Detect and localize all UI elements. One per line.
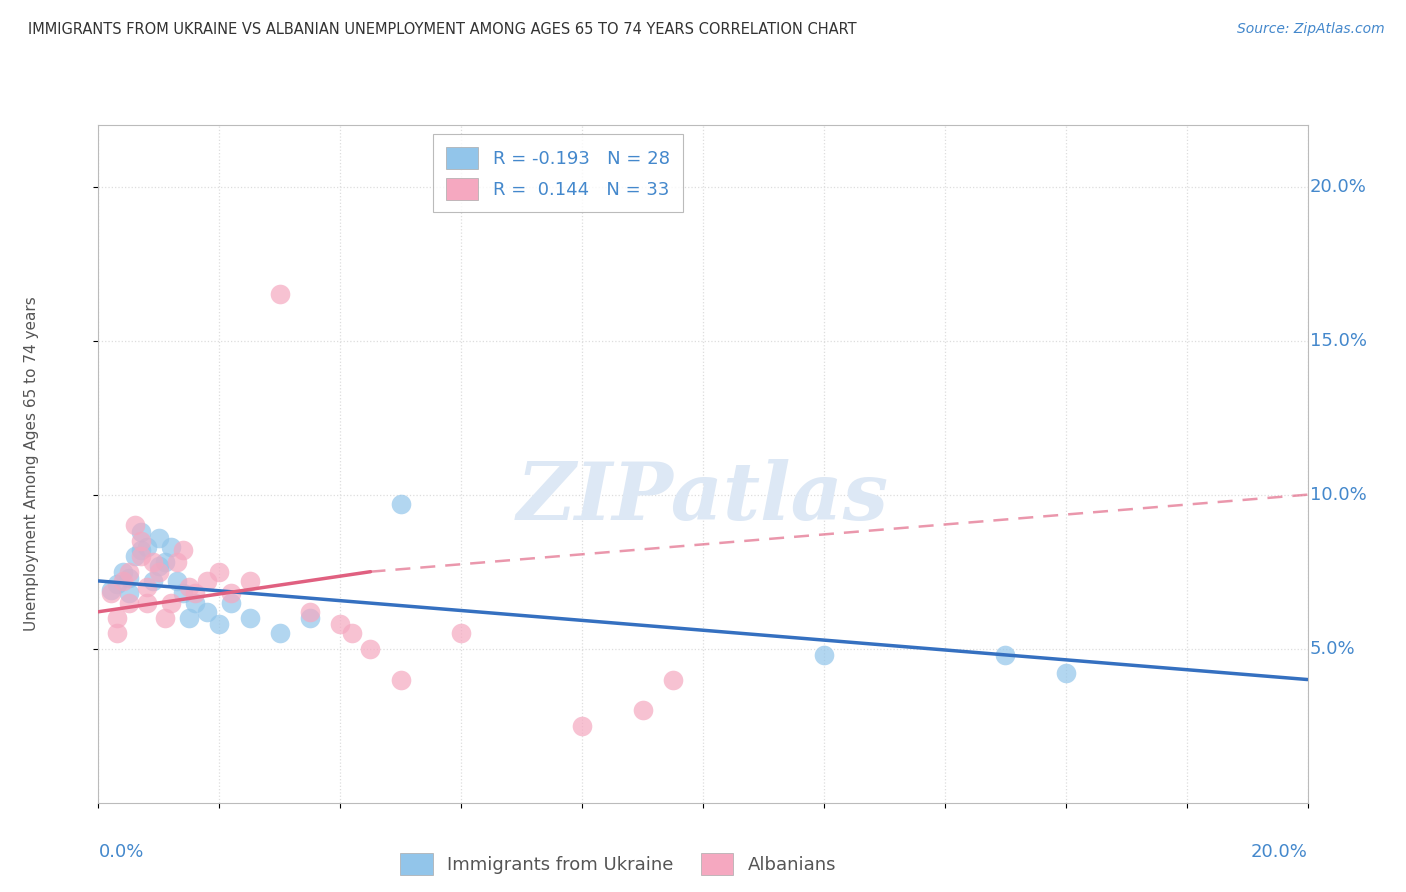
Point [148, 531, 170, 545]
Point [166, 574, 188, 588]
Point [111, 574, 134, 588]
Point [105, 577, 128, 591]
Text: 20.0%: 20.0% [1251, 844, 1308, 862]
Point [208, 617, 231, 632]
Point [124, 518, 146, 533]
Point [299, 611, 322, 625]
Point [389, 673, 412, 687]
Point [160, 595, 183, 609]
Point [135, 580, 157, 594]
Point [105, 626, 128, 640]
Text: 10.0%: 10.0% [1310, 485, 1367, 504]
Point [111, 565, 134, 579]
Point [100, 586, 122, 600]
Point [160, 540, 183, 554]
Point [142, 556, 165, 570]
Point [571, 719, 593, 733]
Point [118, 595, 141, 609]
Point [118, 586, 141, 600]
Point [813, 648, 835, 662]
Point [221, 595, 243, 609]
Point [184, 586, 207, 600]
Point [994, 648, 1017, 662]
Point [118, 565, 141, 579]
Point [153, 611, 176, 625]
Text: ZIPatlas: ZIPatlas [517, 459, 889, 536]
Point [239, 611, 262, 625]
Legend: Immigrants from Ukraine, Albanians: Immigrants from Ukraine, Albanians [394, 846, 844, 882]
Point [360, 641, 382, 656]
Point [299, 605, 322, 619]
Point [177, 611, 201, 625]
Point [177, 580, 201, 594]
Point [239, 574, 262, 588]
Point [1054, 666, 1077, 681]
Text: 0.0%: 0.0% [98, 844, 143, 862]
Text: Source: ZipAtlas.com: Source: ZipAtlas.com [1237, 22, 1385, 37]
Point [389, 497, 412, 511]
Point [208, 565, 231, 579]
Point [450, 626, 472, 640]
Point [100, 583, 122, 598]
Point [661, 673, 683, 687]
Point [184, 595, 207, 609]
Point [329, 617, 352, 632]
Point [195, 574, 218, 588]
Point [105, 611, 128, 625]
Point [195, 605, 218, 619]
Point [172, 586, 194, 600]
Point [148, 558, 170, 573]
Text: 15.0%: 15.0% [1310, 332, 1367, 350]
Point [269, 626, 291, 640]
Point [129, 533, 152, 548]
Point [142, 574, 165, 588]
Point [172, 543, 194, 558]
Point [129, 524, 152, 539]
Text: 20.0%: 20.0% [1310, 178, 1367, 195]
Point [342, 626, 364, 640]
Point [129, 549, 152, 564]
Point [631, 703, 654, 717]
Point [221, 586, 243, 600]
Point [135, 595, 157, 609]
Point [166, 556, 188, 570]
Text: 5.0%: 5.0% [1310, 640, 1355, 657]
Point [118, 571, 141, 585]
Point [153, 556, 176, 570]
Point [124, 549, 146, 564]
Point [135, 540, 157, 554]
Text: IMMIGRANTS FROM UKRAINE VS ALBANIAN UNEMPLOYMENT AMONG AGES 65 TO 74 YEARS CORRE: IMMIGRANTS FROM UKRAINE VS ALBANIAN UNEM… [28, 22, 856, 37]
Point [269, 287, 291, 301]
Point [148, 565, 170, 579]
Point [129, 543, 152, 558]
Text: Unemployment Among Ages 65 to 74 years: Unemployment Among Ages 65 to 74 years [24, 296, 39, 632]
